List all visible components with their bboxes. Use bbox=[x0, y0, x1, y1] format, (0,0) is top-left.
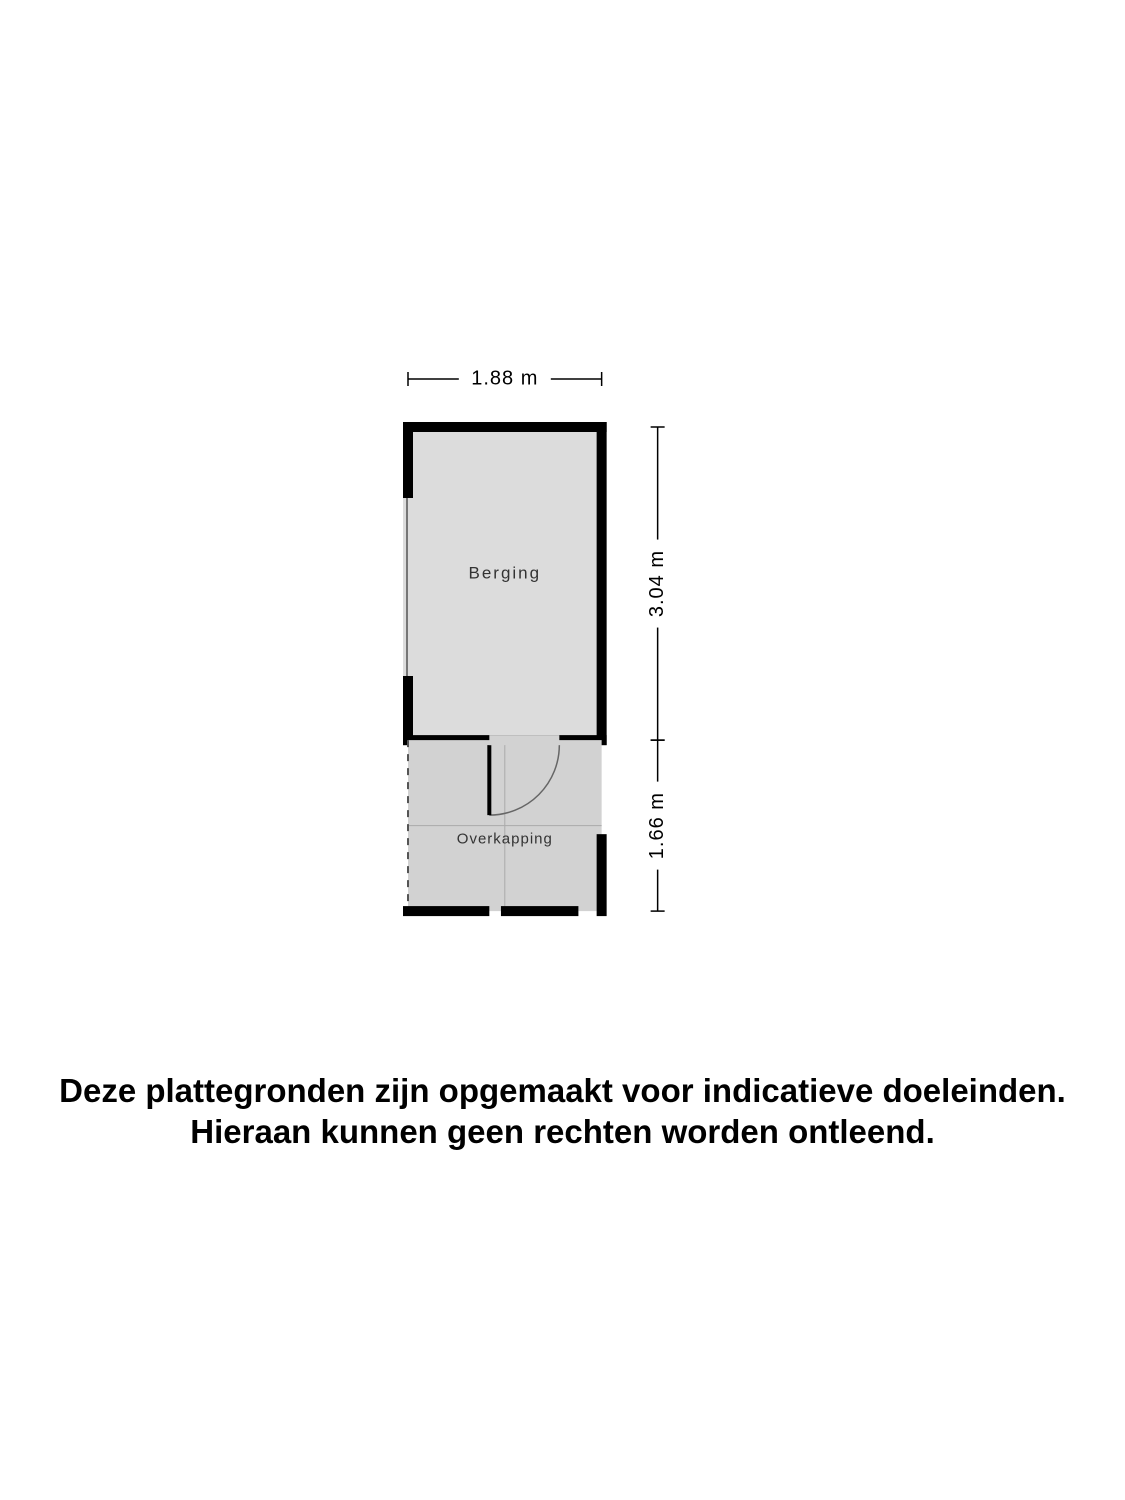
room-berging bbox=[408, 427, 602, 740]
floorplan-svg: Berging Overkapping 1.88 m 3.04 m 1.66 m bbox=[0, 0, 1125, 1000]
disclaimer-line2: Hieraan kunnen geen rechten worden ontle… bbox=[190, 1113, 934, 1150]
dimension-height-berging: 3.04 m bbox=[646, 550, 668, 617]
room-label-overkapping: Overkapping bbox=[457, 830, 553, 847]
dimension-height-overkapping: 1.66 m bbox=[646, 792, 668, 859]
room-label-berging: Berging bbox=[469, 564, 542, 583]
disclaimer-text: Deze plattegronden zijn opgemaakt voor i… bbox=[0, 1070, 1125, 1153]
page-canvas: Berging Overkapping 1.88 m 3.04 m 1.66 m Dez… bbox=[0, 0, 1125, 1500]
dimension-width: 1.88 m bbox=[471, 367, 538, 389]
disclaimer-line1: Deze plattegronden zijn opgemaakt voor i… bbox=[59, 1072, 1066, 1109]
